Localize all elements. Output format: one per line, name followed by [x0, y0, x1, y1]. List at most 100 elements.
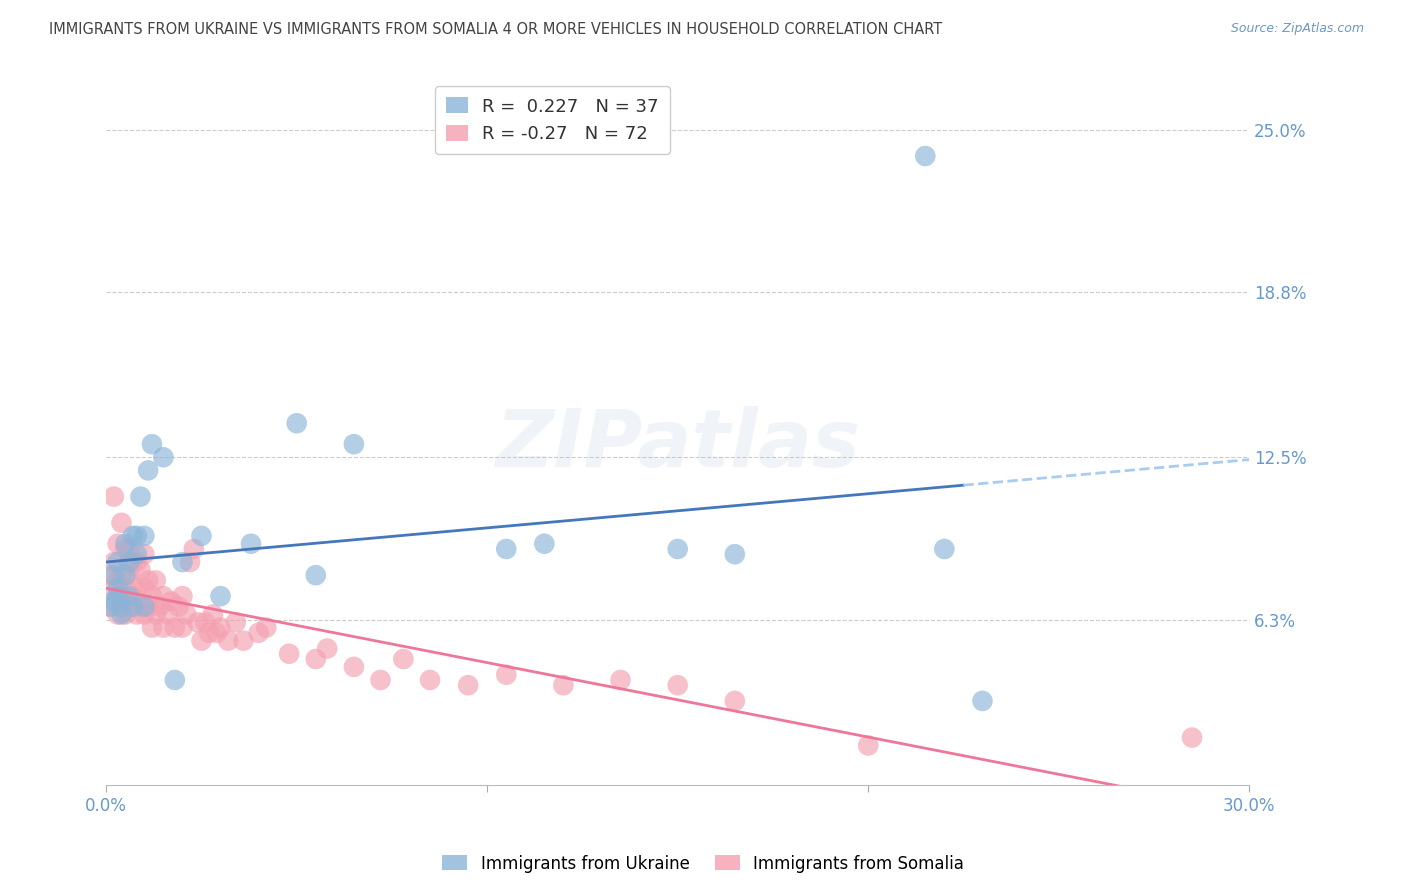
Point [110, 589, 132, 603]
Point [107, 589, 129, 603]
Point [110, 607, 132, 622]
Point [156, 607, 179, 622]
Point [160, 594, 183, 608]
Point [114, 582, 136, 596]
Point [392, 652, 415, 666]
Point [129, 490, 152, 504]
Point [122, 529, 145, 543]
Point [125, 529, 148, 543]
Legend: Immigrants from Ukraine, Immigrants from Somalia: Immigrants from Ukraine, Immigrants from… [436, 848, 970, 880]
Point [122, 599, 145, 614]
Point [129, 599, 152, 614]
Point [172, 589, 194, 603]
Point [103, 490, 125, 504]
Point [107, 582, 129, 596]
Point [343, 660, 366, 674]
Point [129, 563, 152, 577]
Point [134, 599, 156, 614]
Text: ZIPatlas: ZIPatlas [495, 406, 860, 484]
Point [103, 555, 125, 569]
Point [136, 463, 159, 477]
Point [1181, 731, 1204, 745]
Point [134, 607, 156, 622]
Point [125, 607, 148, 622]
Point [533, 537, 555, 551]
Point [98, 599, 121, 614]
Point [217, 633, 239, 648]
Point [370, 673, 392, 687]
Point [856, 739, 879, 753]
Point [118, 541, 141, 556]
Point [201, 607, 224, 622]
Text: IMMIGRANTS FROM UKRAINE VS IMMIGRANTS FROM SOMALIA 4 OR MORE VEHICLES IN HOUSEHO: IMMIGRANTS FROM UKRAINE VS IMMIGRANTS FR… [49, 22, 942, 37]
Point [457, 678, 479, 692]
Point [141, 589, 163, 603]
Point [305, 568, 328, 582]
Point [98, 568, 121, 582]
Point [114, 607, 136, 622]
Point [148, 599, 170, 614]
Point [934, 541, 956, 556]
Point [114, 537, 136, 551]
Point [110, 599, 132, 614]
Point [305, 652, 328, 666]
Point [232, 633, 254, 648]
Point [666, 541, 689, 556]
Point [122, 555, 145, 569]
Point [163, 673, 186, 687]
Point [152, 589, 174, 603]
Point [179, 555, 201, 569]
Point [134, 547, 156, 561]
Point [125, 555, 148, 569]
Point [125, 547, 148, 561]
Point [278, 647, 301, 661]
Point [118, 568, 141, 582]
Point [190, 529, 212, 543]
Point [316, 641, 339, 656]
Point [174, 607, 197, 622]
Point [209, 621, 232, 635]
Point [125, 582, 148, 596]
Point [553, 678, 575, 692]
Point [972, 694, 994, 708]
Point [103, 594, 125, 608]
Point [666, 678, 689, 692]
Legend: R =  0.227   N = 37, R = -0.27   N = 72: R = 0.227 N = 37, R = -0.27 N = 72 [436, 87, 669, 153]
Point [187, 615, 209, 630]
Point [254, 621, 277, 635]
Point [609, 673, 631, 687]
Point [114, 541, 136, 556]
Point [134, 529, 156, 543]
Point [141, 437, 163, 451]
Point [103, 582, 125, 596]
Point [914, 149, 936, 163]
Point [145, 607, 167, 622]
Point [107, 555, 129, 569]
Point [136, 599, 159, 614]
Point [152, 450, 174, 465]
Point [240, 537, 263, 551]
Point [110, 568, 132, 582]
Point [107, 574, 129, 588]
Point [136, 574, 159, 588]
Point [190, 633, 212, 648]
Point [118, 599, 141, 614]
Point [495, 667, 517, 681]
Point [198, 625, 221, 640]
Point [98, 599, 121, 614]
Point [163, 621, 186, 635]
Text: Source: ZipAtlas.com: Source: ZipAtlas.com [1230, 22, 1364, 36]
Point [419, 673, 441, 687]
Point [205, 625, 228, 640]
Point [118, 589, 141, 603]
Point [172, 555, 194, 569]
Point [172, 621, 194, 635]
Point [495, 541, 517, 556]
Point [209, 589, 232, 603]
Point [118, 555, 141, 569]
Point [167, 599, 190, 614]
Point [110, 516, 132, 530]
Point [145, 574, 167, 588]
Point [114, 568, 136, 582]
Point [247, 625, 270, 640]
